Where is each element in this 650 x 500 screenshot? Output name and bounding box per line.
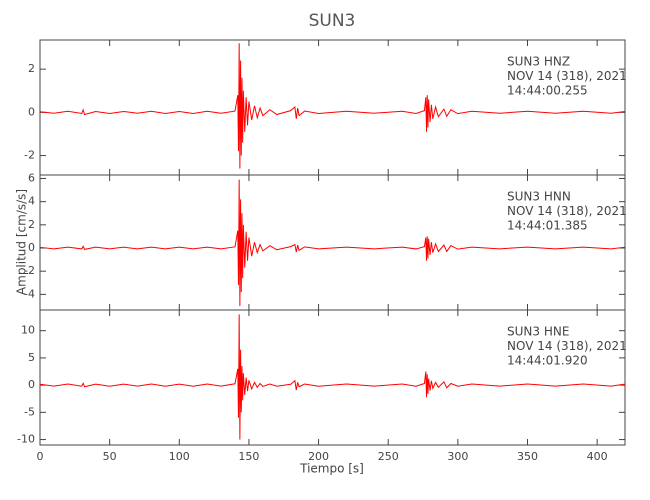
trace-annotation: SUN3 HNZ xyxy=(507,55,570,69)
panel-frame xyxy=(39,309,626,446)
y-tick-label: 4 xyxy=(28,195,35,208)
x-tick-label: 150 xyxy=(238,450,259,463)
x-tick-label: 0 xyxy=(37,450,44,463)
trace-annotation: 14:44:00.255 xyxy=(507,84,588,98)
y-tick-label: -10 xyxy=(17,433,35,446)
y-tick-label: 0 xyxy=(28,378,35,391)
y-tick-label: -2 xyxy=(24,149,35,162)
x-tick-label: 400 xyxy=(587,450,608,463)
trace-annotation: 14:44:01.920 xyxy=(507,354,588,368)
trace-annotation: NOV 14 (318), 2021 xyxy=(507,204,627,218)
trace-annotation: NOV 14 (318), 2021 xyxy=(507,69,627,83)
y-tick-label: 2 xyxy=(28,218,35,231)
trace-annotation: NOV 14 (318), 2021 xyxy=(507,339,627,353)
y-axis-label: Amplitud [cm/s/s] xyxy=(15,189,29,295)
x-tick-label: 300 xyxy=(447,450,468,463)
x-tick-label: 50 xyxy=(103,450,117,463)
y-tick-label: 6 xyxy=(28,171,35,184)
x-axis-label: Tiempo [s] xyxy=(299,462,364,476)
waveform xyxy=(39,179,626,306)
chart-title: SUN3 xyxy=(309,11,356,31)
trace-annotation: SUN3 HNE xyxy=(507,325,569,339)
y-tick-label: -4 xyxy=(24,287,35,300)
x-tick-label: 350 xyxy=(517,450,538,463)
y-tick-label: -5 xyxy=(24,405,35,418)
y-tick-label: 10 xyxy=(21,324,35,337)
trace-annotation: 14:44:01.385 xyxy=(507,219,588,233)
y-tick-label: 5 xyxy=(28,351,35,364)
x-tick-label: 250 xyxy=(378,450,399,463)
waveform xyxy=(39,43,626,169)
x-tick-label: 100 xyxy=(169,450,190,463)
x-tick-label: 200 xyxy=(308,450,329,463)
trace-annotation: SUN3 HNN xyxy=(507,190,571,204)
y-tick-label: 2 xyxy=(28,62,35,75)
y-tick-label: 0 xyxy=(28,105,35,118)
y-tick-label: 0 xyxy=(28,241,35,254)
waveform xyxy=(39,314,626,440)
y-tick-label: -2 xyxy=(24,264,35,277)
